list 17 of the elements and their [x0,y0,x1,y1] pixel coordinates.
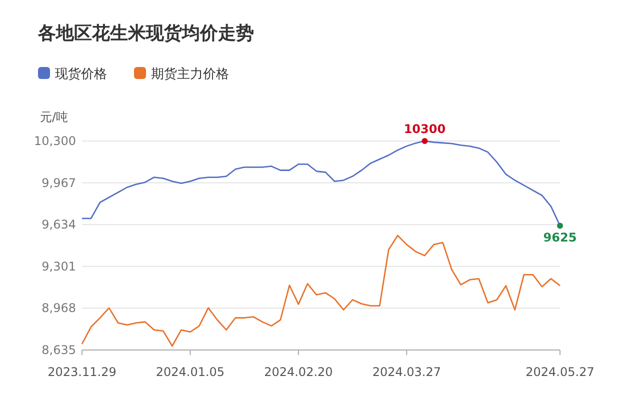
data-label: 10300 [404,122,446,136]
y-tick-label: 8,635 [42,343,76,357]
x-tick-label: 2024.05.27 [526,365,594,379]
y-tick-label: 9,634 [42,218,76,232]
y-tick-label: 8,968 [42,301,76,316]
y-tick-label: 9,301 [42,259,76,274]
chart-title: 各地区花生米现货均价走势 [37,23,254,44]
data-label: 9625 [543,230,577,245]
x-tick-label: 2024.01.05 [156,365,225,379]
y-tick-label: 10,300 [34,134,76,148]
y-axis-title: 元/吨 [40,110,68,124]
y-tick-label: 9,967 [42,176,76,190]
x-tick-label: 2024.02.20 [264,365,333,379]
legend-label: 期货主力价格 [151,66,229,82]
x-tick-label: 2023.11.29 [48,365,116,379]
x-tick-label: 2024.03.27 [372,365,442,379]
legend-label: 现货价格 [55,67,107,82]
